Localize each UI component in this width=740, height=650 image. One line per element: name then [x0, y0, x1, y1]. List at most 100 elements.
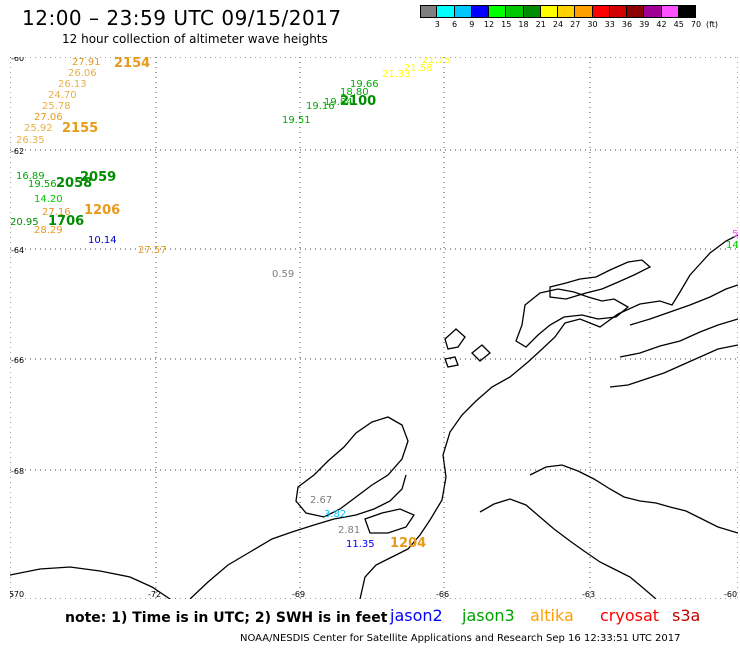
wave-height-observation: 3.82 — [324, 509, 346, 520]
color-swatch — [678, 5, 696, 18]
color-scale-tick: 45 — [673, 20, 684, 29]
color-swatch — [609, 5, 627, 18]
color-swatch — [454, 5, 472, 18]
wave-height-observation: 2100 — [340, 94, 376, 109]
wave-height-observation: 26.13 — [58, 79, 87, 90]
color-scale-swatches — [420, 5, 731, 18]
satellite-legend-cryosat: cryosat — [600, 606, 660, 625]
latitude-label: -62 — [11, 147, 24, 156]
satellite-legend-jason2: jason2 — [390, 606, 443, 625]
wave-height-observation: 27.57 — [138, 245, 167, 256]
color-swatch — [558, 5, 576, 18]
longitude-label: -69 — [292, 590, 305, 599]
color-scale-tick: 6 — [451, 20, 458, 29]
wave-height-observation: 2.81 — [338, 525, 360, 536]
color-scale-tick: 12 — [483, 20, 495, 29]
longitude-label: -72 — [148, 590, 161, 599]
coastline-island-large — [515, 288, 630, 348]
color-swatch — [471, 5, 489, 18]
color-swatch — [523, 5, 541, 18]
color-swatch — [420, 5, 438, 18]
wave-height-observation: 26.06 — [68, 68, 97, 79]
color-scale-tick: 33 — [604, 20, 615, 29]
latitude-label: -66 — [11, 356, 24, 365]
wave-height-observation: 25.92 — [24, 123, 53, 134]
color-scale-tick: 70 — [690, 20, 702, 29]
wave-height-observation: 18.80 — [340, 87, 369, 98]
wave-height-observation: 26.35 — [16, 135, 45, 146]
wave-height-observation: 20.95 — [10, 217, 39, 228]
wave-height-observation: 27.16 — [42, 207, 71, 218]
color-swatch — [575, 5, 593, 18]
color-scale-tick: 3 — [434, 20, 440, 29]
wave-height-observation: 2155 — [62, 121, 98, 136]
color-swatch — [592, 5, 610, 18]
wave-height-observation: 19.84 — [324, 97, 353, 108]
wave-height-observation: 24.70 — [48, 90, 77, 101]
wave-height-observation: 14 — [726, 240, 738, 251]
wave-height-observation: 21.75 — [422, 57, 451, 66]
altimeter-map: -60 -62 -64 -66 -68 -70 -75 -72 -69 -66 -63 -60 27… — [10, 57, 738, 599]
latitude-label: -60 — [11, 57, 24, 63]
latitude-label: -70 — [11, 590, 24, 599]
wave-height-observation: 1706 — [48, 214, 84, 229]
color-swatch — [661, 5, 679, 18]
coastline-mainland — [359, 234, 738, 599]
wave-height-observation: 27.91 — [72, 57, 101, 68]
wave-height-observation: 21.33 — [382, 69, 411, 80]
wave-height-observation: 1206 — [84, 203, 120, 218]
longitude-label: -66 — [436, 590, 449, 599]
satellite-legend-jason3: jason3 — [462, 606, 515, 625]
wave-height-observation: 1204 — [390, 536, 426, 551]
color-swatch — [627, 5, 645, 18]
wave-height-observation: 5 — [732, 229, 738, 240]
color-scale-tick: 18 — [518, 20, 529, 29]
color-swatch — [437, 5, 455, 18]
wave-height-observation: 2.67 — [310, 495, 332, 506]
longitude-labels: -75 -72 -69 -66 -63 -60 — [10, 590, 737, 599]
color-swatch — [489, 5, 507, 18]
wave-height-observation: 2154 — [114, 57, 150, 71]
wave-height-observation: 10.14 — [88, 235, 117, 246]
longitude-label: -63 — [582, 590, 595, 599]
color-scale-tick: 36 — [621, 20, 633, 29]
coastline-inlet — [364, 508, 415, 534]
wave-height-observation: 11.35 — [346, 539, 375, 550]
wave-height-observation: 2059 — [80, 170, 116, 185]
color-scale-tick: 9 — [469, 20, 475, 29]
coastline-islets — [444, 328, 491, 368]
credit-line: NOAA/NESDIS Center for Satellite Applica… — [240, 633, 681, 644]
color-scale-tick: 27 — [570, 20, 581, 29]
satellite-legend-s3a: s3a — [672, 606, 701, 625]
coastline — [10, 234, 738, 599]
wave-height-observation: 19.56 — [28, 179, 57, 190]
wave-height-observation: 19.51 — [282, 115, 311, 126]
coastline-eastern — [609, 284, 738, 388]
wave-height-observation: 14.20 — [34, 194, 63, 205]
footer-note: note: 1) Time is in UTC; 2) SWH is in fe… — [65, 610, 388, 626]
color-scale-ticks: 3 6 9 12 15 18 21 24 27 30 33 36 39 42 45 70 (ft) — [420, 18, 731, 32]
color-scale-tick: 42 — [656, 20, 667, 29]
wave-height-observation: 27.06 — [34, 112, 63, 123]
longitude-label: -60 — [724, 590, 737, 599]
wave-height-observation: 19.16 — [306, 101, 335, 112]
coastline-alexander-island — [295, 416, 409, 518]
longitude-label: -75 — [10, 590, 14, 599]
color-scale-legend: 3 6 9 12 15 18 21 24 27 30 33 36 39 42 45 70 (ft) — [420, 5, 731, 35]
color-scale-unit: (ft) — [705, 20, 719, 29]
map-grid — [10, 57, 738, 599]
color-scale-tick: 24 — [552, 20, 564, 29]
color-scale-tick: 15 — [501, 20, 512, 29]
latitude-label: -68 — [11, 467, 24, 476]
coastline-island-north — [549, 259, 652, 300]
wave-height-observation: 25.78 — [42, 101, 71, 112]
color-scale-tick: 30 — [587, 20, 598, 29]
satellite-legend-altika: altika — [530, 606, 574, 625]
coastline-fjords-east — [479, 464, 738, 599]
coastline-shelf-south — [10, 566, 171, 599]
color-swatch — [540, 5, 558, 18]
wave-height-observation: 0.59 — [272, 269, 294, 280]
page-title: 12:00 – 23:59 UTC 09/15/2017 — [22, 6, 342, 30]
page-subtitle: 12 hour collection of altimeter wave hei… — [62, 32, 328, 46]
